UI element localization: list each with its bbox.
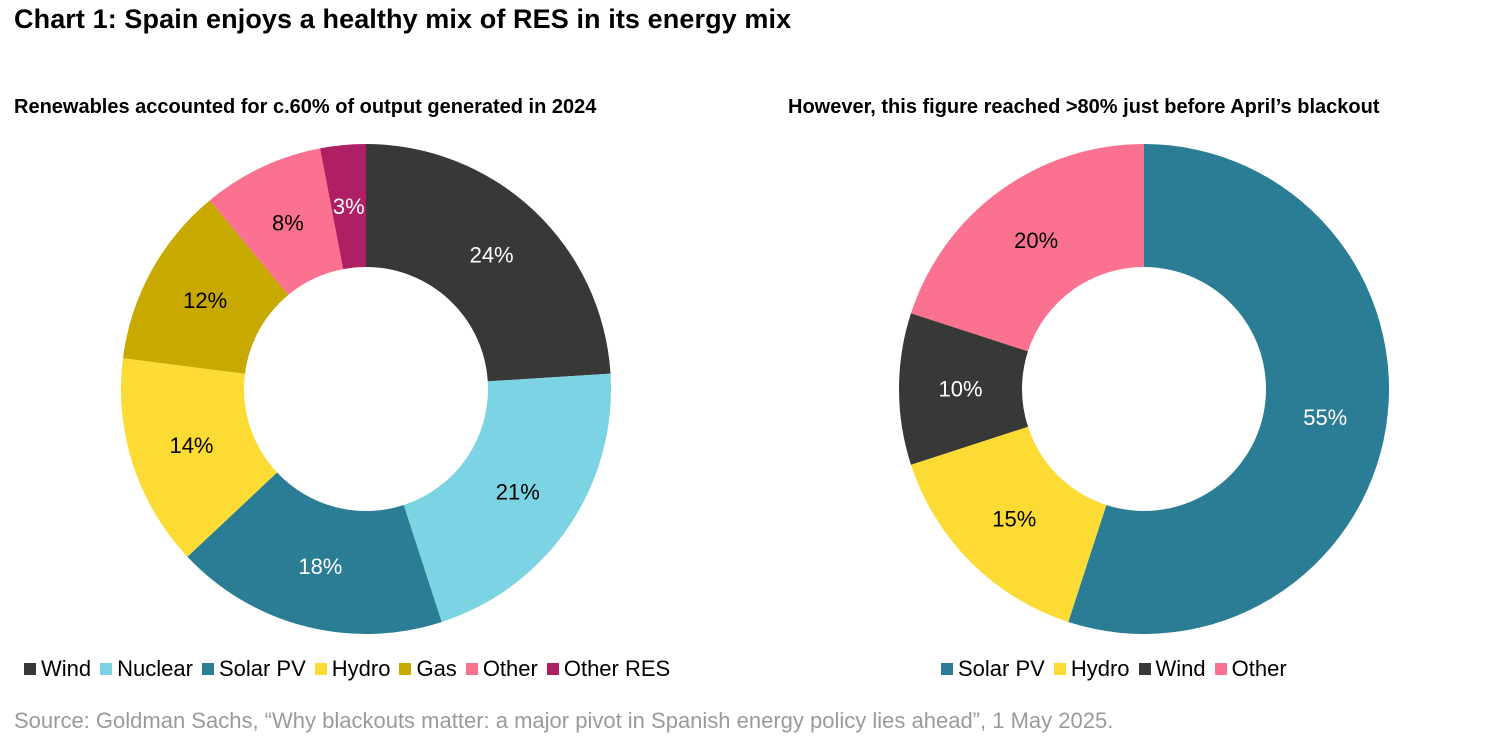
left-legend-item-other-res: Other RES	[546, 656, 671, 682]
left-legend-swatch-nuclear	[100, 663, 113, 675]
left-legend-swatch-other-res	[546, 663, 559, 675]
left-label-wind: 24%	[470, 243, 514, 268]
left-legend-swatch-other	[465, 663, 478, 675]
left-label-hydro: 14%	[169, 433, 213, 458]
right-label-other: 20%	[1014, 228, 1058, 253]
left-legend-swatch-solar-pv	[201, 663, 214, 675]
right-donut-chart: 55% 15% 10% 20%	[899, 144, 1389, 634]
right-slice-hydro	[910, 426, 1107, 623]
left-legend-item-gas: Gas	[399, 656, 457, 682]
right-legend-item-solar-pv: Solar PV	[941, 656, 1045, 682]
right-slice-solar-pv	[1068, 144, 1389, 634]
right-legend-swatch-hydro	[1053, 663, 1066, 675]
left-slice-hydro	[121, 358, 278, 557]
right-legend-swatch-solar-pv	[941, 663, 953, 675]
left-legend-item-other: Other	[465, 656, 538, 682]
left-slice-solar-pv	[187, 472, 442, 634]
left-chart-legend: Wind Nuclear Solar PV Hydro Gas Other Other RE…	[24, 656, 679, 682]
right-legend-swatch-wind	[1138, 663, 1151, 675]
left-legend-swatch-wind	[24, 663, 36, 675]
left-label-gas: 12%	[183, 288, 227, 313]
left-donut-chart: 24% 21% 18% 14% 12% 8% 3%	[121, 144, 611, 634]
right-legend-label-hydro: Hydro	[1070, 656, 1130, 681]
right-legend-label-solar-pv: Solar PV	[958, 656, 1045, 681]
left-legend-label-solar-pv: Solar PV	[218, 656, 306, 681]
left-legend-item-wind: Wind	[24, 656, 91, 682]
right-legend-label-other: Other	[1231, 656, 1287, 681]
chart-title: Chart 1: Spain enjoys a healthy mix of R…	[14, 4, 792, 34]
right-legend-swatch-other	[1214, 663, 1227, 675]
left-slice-nuclear	[403, 373, 611, 623]
left-legend-label-wind: Wind	[41, 656, 92, 681]
left-label-nuclear: 21%	[496, 480, 540, 505]
right-legend-label-wind: Wind	[1155, 656, 1206, 681]
right-label-wind: 10%	[938, 377, 982, 402]
left-legend-label-gas: Gas	[416, 656, 457, 681]
left-legend-item-nuclear: Nuclear	[100, 656, 193, 682]
right-chart-subtitle: However, this figure reached >80% just b…	[788, 96, 1380, 118]
right-legend-item-wind: Wind	[1138, 656, 1206, 682]
source-note: Source: Goldman Sachs, “Why blackouts ma…	[14, 708, 1114, 733]
left-legend-item-solar-pv: Solar PV	[201, 656, 306, 682]
left-slice-gas	[122, 200, 289, 374]
left-label-other: 8%	[272, 210, 304, 235]
left-slice-other	[209, 148, 344, 295]
left-slice-wind	[366, 144, 611, 382]
left-legend-label-nuclear: Nuclear	[117, 656, 193, 681]
left-legend-swatch-gas	[399, 663, 412, 675]
left-label-other-res: 3%	[333, 194, 365, 219]
right-label-hydro: 15%	[992, 506, 1036, 531]
left-legend-label-other: Other	[482, 656, 538, 681]
right-chart-legend: Solar PV Hydro Wind Other	[941, 656, 1296, 682]
left-chart-subtitle: Renewables accounted for c.60% of output…	[14, 96, 597, 118]
right-slice-wind	[899, 313, 1028, 465]
left-legend-label-other-res: Other RES	[563, 656, 671, 681]
left-legend-item-hydro: Hydro	[314, 656, 391, 682]
left-label-solar-pv: 18%	[298, 554, 342, 579]
left-legend-swatch-hydro	[314, 663, 327, 675]
right-slice-other	[910, 144, 1144, 352]
right-legend-item-hydro: Hydro	[1053, 656, 1130, 682]
left-slice-other-res	[320, 144, 366, 270]
left-legend-label-hydro: Hydro	[331, 656, 391, 681]
right-legend-item-other: Other	[1214, 656, 1287, 682]
right-label-solar-pv: 55%	[1303, 405, 1347, 430]
